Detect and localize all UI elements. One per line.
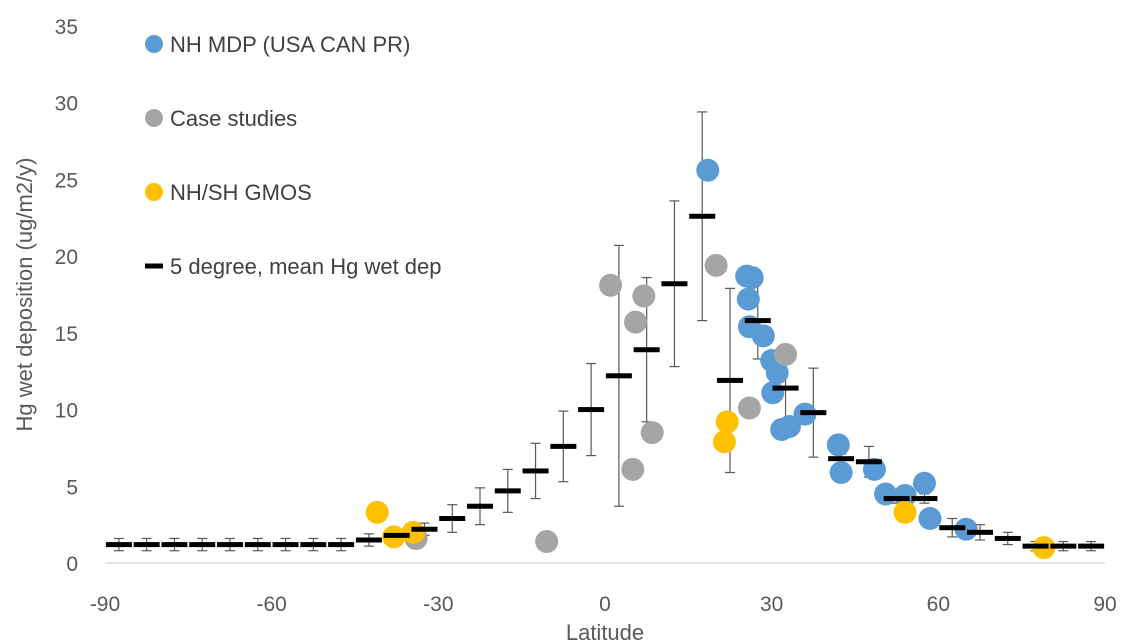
x-tick-label: 0	[599, 593, 611, 616]
mean-dash-marker	[967, 529, 993, 535]
mean-dash-marker	[1078, 543, 1105, 549]
mean-dash-marker	[994, 535, 1021, 541]
legend: NH MDP (USA CAN PR) Case studies NH/SH GMO…	[145, 32, 442, 279]
legend-label: Case studies	[170, 106, 297, 131]
data-point	[826, 433, 850, 457]
mean-dash-marker	[244, 542, 271, 548]
x-tick-label: -30	[423, 593, 453, 616]
mean-dash-marker	[605, 373, 632, 379]
data-point	[893, 483, 917, 507]
data-point	[704, 253, 728, 277]
data-point	[365, 500, 389, 524]
mean-dash-marker	[661, 281, 688, 287]
y-tick-label: 35	[55, 16, 78, 39]
data-point	[712, 430, 736, 454]
mean-dash-marker	[494, 488, 521, 494]
mean-dash-marker	[105, 542, 132, 548]
mean-dash-marker	[328, 542, 355, 548]
x-tick-label: -90	[90, 593, 120, 616]
mean-dash-marker	[855, 459, 882, 465]
data-point	[599, 273, 623, 297]
y-tick-label: 15	[55, 323, 78, 346]
x-axis-title: Latitude	[566, 620, 644, 644]
mean-dash-marker	[189, 542, 216, 548]
data-point	[401, 520, 425, 544]
x-tick-label: 30	[760, 593, 783, 616]
data-point	[761, 381, 785, 405]
mean-dash-marker	[161, 542, 188, 548]
mean-dash-marker	[272, 542, 299, 548]
legend-marker	[145, 263, 163, 269]
legend-label: NH MDP (USA CAN PR)	[170, 32, 410, 57]
mean-dash-marker	[411, 526, 438, 532]
mean-dash-marker	[383, 532, 410, 538]
mean-dash-marker	[133, 542, 160, 548]
mean-dash-marker	[717, 377, 743, 383]
data-point	[621, 457, 645, 481]
legend-label: NH/SH GMOS	[170, 180, 312, 205]
data-point	[765, 361, 789, 385]
mean-dash-marker	[550, 443, 577, 449]
x-tick-label: 90	[1093, 593, 1116, 616]
x-tick-label: -60	[256, 593, 286, 616]
legend-marker	[145, 109, 163, 127]
data-point	[751, 324, 775, 348]
y-tick-label: 25	[55, 169, 78, 192]
mean-dash-marker	[800, 410, 827, 416]
error-bars	[113, 111, 1097, 552]
mean-dash-marker	[1050, 543, 1077, 549]
data-point	[777, 414, 801, 438]
mean-dash-marker	[467, 503, 493, 509]
mean-dash-marker	[300, 542, 327, 548]
mean-dash-marker	[939, 525, 966, 531]
data-point	[740, 266, 764, 290]
y-tick-label: 0	[66, 553, 78, 576]
mean-dash-marker	[828, 456, 855, 462]
data-point	[774, 342, 798, 366]
x-tick-label: 60	[927, 593, 950, 616]
data-points	[105, 158, 1105, 560]
mean-dash-marker	[578, 407, 605, 413]
data-point	[737, 396, 761, 420]
legend-marker	[145, 183, 163, 201]
data-point	[715, 410, 739, 434]
mean-dash-marker	[355, 537, 382, 543]
y-tick-label: 10	[55, 400, 78, 423]
data-point	[736, 287, 760, 311]
mean-dash-marker	[633, 347, 660, 353]
y-tick-label: 20	[55, 246, 78, 269]
data-point	[893, 500, 917, 524]
data-point	[624, 310, 648, 334]
legend-marker	[145, 35, 163, 53]
mean-dash-marker	[883, 496, 910, 502]
mean-dash-marker	[689, 213, 716, 219]
data-point	[632, 284, 656, 308]
data-point	[918, 507, 942, 531]
data-point	[535, 530, 559, 554]
mean-dash-marker	[744, 318, 771, 324]
mean-dash-marker	[772, 385, 799, 391]
mean-dash-marker	[439, 516, 466, 522]
mean-dash-marker	[522, 468, 549, 474]
y-tick-label: 5	[66, 476, 78, 499]
legend-label: 5 degree, mean Hg wet dep	[170, 254, 442, 279]
data-point	[696, 158, 720, 182]
mean-dash-marker	[217, 542, 243, 548]
mean-dash-marker	[1022, 543, 1049, 549]
y-axis-title: Hg wet deposition (ug/m2/y)	[12, 158, 37, 432]
tick-labels: -90 -60 -30 0 30 60 90 0 5 10 15 20 25 30 35	[55, 16, 1117, 616]
data-point	[912, 471, 936, 495]
data-point	[829, 460, 853, 484]
y-tick-label: 30	[55, 93, 78, 116]
data-point	[640, 421, 664, 445]
data-point	[954, 517, 978, 541]
mean-dash-marker	[911, 496, 938, 502]
